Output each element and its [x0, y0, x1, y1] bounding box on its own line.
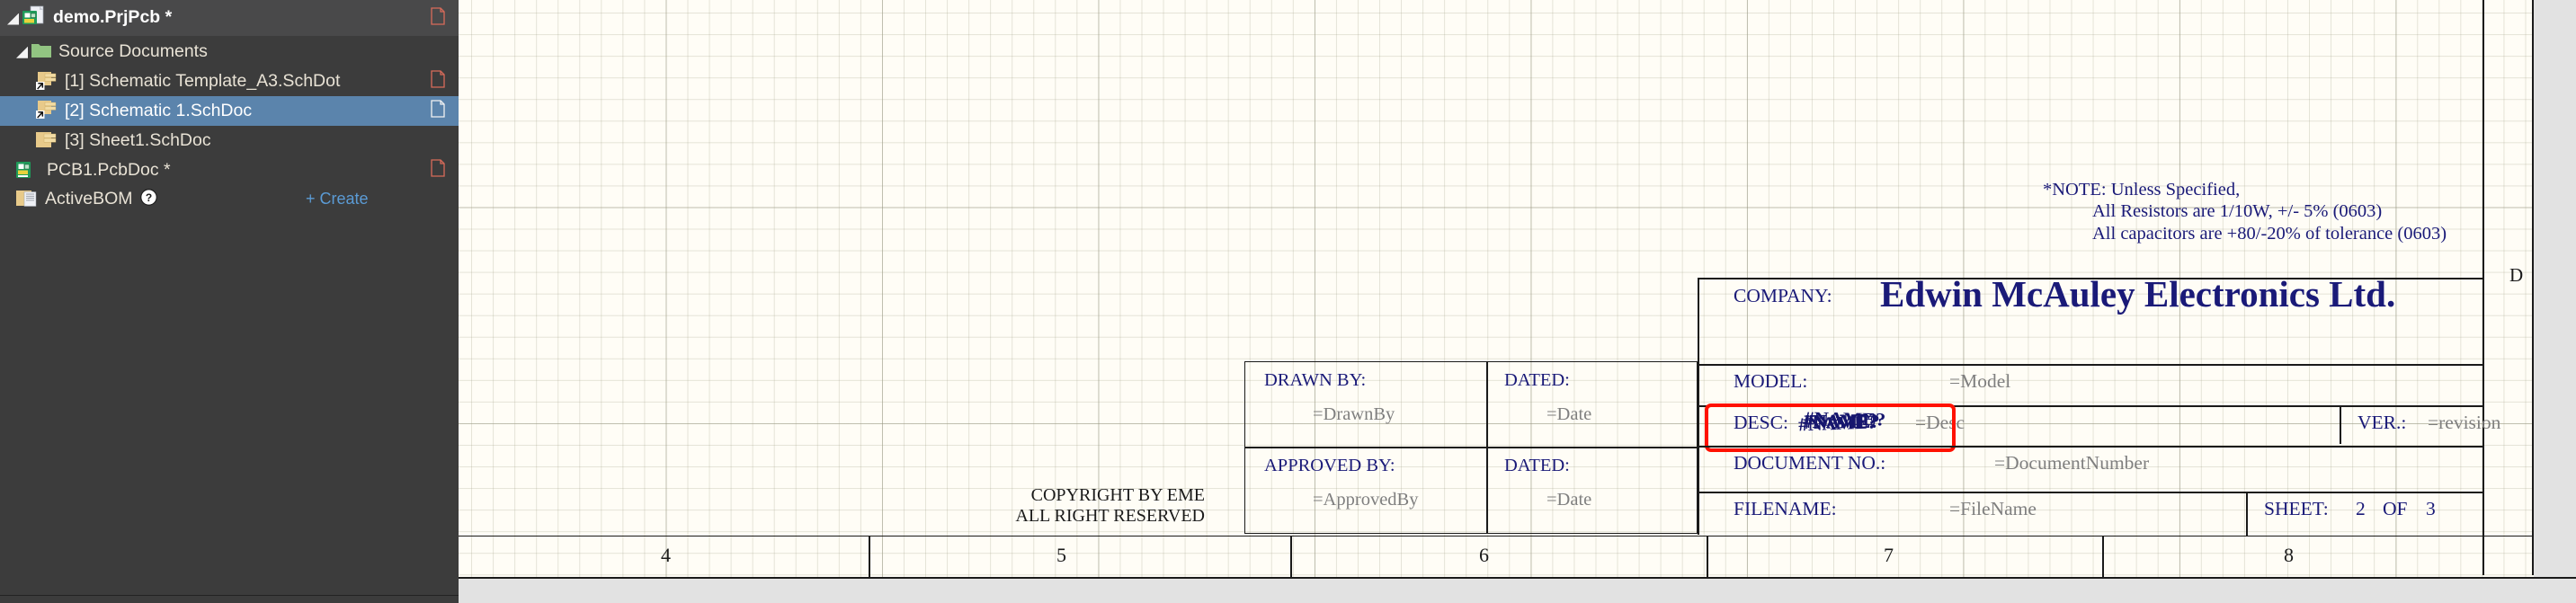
svg-text:?: ? — [145, 191, 151, 204]
